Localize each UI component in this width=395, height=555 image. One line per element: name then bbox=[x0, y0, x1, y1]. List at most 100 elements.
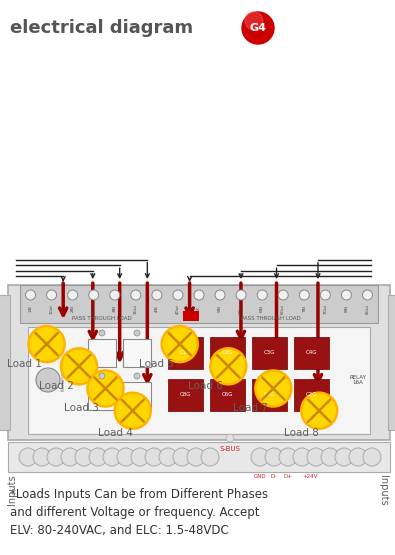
Circle shape bbox=[33, 448, 51, 466]
Circle shape bbox=[299, 290, 309, 300]
Circle shape bbox=[103, 448, 121, 466]
Circle shape bbox=[349, 448, 367, 466]
Circle shape bbox=[278, 290, 288, 300]
Circle shape bbox=[134, 373, 140, 379]
Text: C4G: C4G bbox=[263, 392, 275, 397]
Bar bbox=[123, 382, 151, 410]
Text: 1Out: 1Out bbox=[50, 304, 54, 314]
Circle shape bbox=[226, 434, 234, 442]
Text: Load 5: Load 5 bbox=[139, 359, 174, 369]
Text: C2G: C2G bbox=[221, 351, 233, 356]
Circle shape bbox=[47, 448, 65, 466]
Circle shape bbox=[187, 448, 205, 466]
Circle shape bbox=[307, 448, 325, 466]
Bar bbox=[252, 379, 287, 411]
Circle shape bbox=[341, 290, 352, 300]
Text: C4G: C4G bbox=[305, 351, 317, 356]
Circle shape bbox=[210, 349, 246, 384]
Text: 3IN: 3IN bbox=[113, 306, 117, 312]
Text: 6Out: 6Out bbox=[281, 304, 285, 314]
Text: C6G: C6G bbox=[221, 392, 233, 397]
Circle shape bbox=[89, 290, 99, 300]
Text: Inputs: Inputs bbox=[7, 475, 17, 505]
Text: D+: D+ bbox=[284, 474, 293, 479]
Circle shape bbox=[301, 393, 337, 428]
Circle shape bbox=[75, 448, 93, 466]
Circle shape bbox=[321, 448, 339, 466]
Text: 8IN: 8IN bbox=[344, 306, 348, 312]
Text: 7IN: 7IN bbox=[302, 306, 306, 312]
Circle shape bbox=[245, 12, 263, 30]
Text: 8Out: 8Out bbox=[365, 304, 369, 314]
Circle shape bbox=[115, 393, 151, 428]
Circle shape bbox=[265, 448, 283, 466]
Text: C8G: C8G bbox=[179, 392, 191, 397]
Text: 2IN: 2IN bbox=[71, 306, 75, 312]
Circle shape bbox=[363, 290, 372, 300]
Circle shape bbox=[145, 448, 163, 466]
Circle shape bbox=[242, 12, 274, 44]
Text: Load 6: Load 6 bbox=[188, 381, 223, 391]
Text: Load 8: Load 8 bbox=[284, 428, 318, 438]
Text: X: X bbox=[197, 307, 201, 310]
Circle shape bbox=[99, 330, 105, 336]
Circle shape bbox=[61, 448, 79, 466]
Text: Load 3: Load 3 bbox=[64, 403, 99, 413]
Bar bbox=[168, 379, 203, 411]
Bar bbox=[88, 339, 116, 367]
Circle shape bbox=[36, 368, 60, 392]
Text: C2G: C2G bbox=[305, 392, 317, 397]
Text: 6IN: 6IN bbox=[260, 306, 264, 312]
Circle shape bbox=[26, 290, 36, 300]
Circle shape bbox=[28, 326, 65, 362]
Circle shape bbox=[251, 448, 269, 466]
Text: Load 2: Load 2 bbox=[39, 381, 73, 391]
Text: 1IN: 1IN bbox=[28, 306, 32, 312]
Circle shape bbox=[131, 448, 149, 466]
Text: 3Out: 3Out bbox=[134, 304, 138, 314]
Circle shape bbox=[335, 448, 353, 466]
Bar bbox=[183, 311, 199, 321]
Text: 4IN: 4IN bbox=[155, 306, 159, 312]
Circle shape bbox=[173, 448, 191, 466]
Text: Load 7: Load 7 bbox=[233, 403, 268, 413]
Circle shape bbox=[215, 290, 225, 300]
Circle shape bbox=[201, 448, 219, 466]
Text: electrical diagram: electrical diagram bbox=[10, 19, 193, 37]
Circle shape bbox=[99, 373, 105, 379]
Circle shape bbox=[131, 290, 141, 300]
Circle shape bbox=[152, 290, 162, 300]
Circle shape bbox=[255, 371, 292, 406]
Bar bbox=[294, 379, 329, 411]
Circle shape bbox=[47, 290, 56, 300]
Text: C3G: C3G bbox=[263, 351, 275, 356]
Circle shape bbox=[117, 448, 135, 466]
Text: C1G: C1G bbox=[179, 351, 191, 356]
Text: Inputs: Inputs bbox=[378, 475, 388, 505]
FancyBboxPatch shape bbox=[0, 295, 10, 430]
FancyBboxPatch shape bbox=[28, 327, 370, 434]
Text: firmware: firmware bbox=[60, 369, 66, 391]
Circle shape bbox=[89, 448, 107, 466]
Circle shape bbox=[363, 448, 381, 466]
Circle shape bbox=[293, 448, 311, 466]
Bar bbox=[88, 382, 116, 410]
Circle shape bbox=[257, 290, 267, 300]
Text: Load 4: Load 4 bbox=[98, 428, 133, 438]
Circle shape bbox=[87, 371, 124, 406]
Text: *Loads Inputs Can be from Different Phases
and different Voltage or frequency. A: *Loads Inputs Can be from Different Phas… bbox=[10, 488, 268, 537]
Text: 4Out: 4Out bbox=[176, 304, 180, 314]
Text: Load 1: Load 1 bbox=[7, 359, 42, 369]
Text: RELAY
16A: RELAY 16A bbox=[350, 375, 367, 385]
Text: 2Out: 2Out bbox=[92, 304, 96, 314]
Circle shape bbox=[194, 290, 204, 300]
Circle shape bbox=[159, 448, 177, 466]
Circle shape bbox=[61, 349, 97, 384]
Circle shape bbox=[68, 290, 78, 300]
Bar bbox=[252, 337, 287, 369]
FancyBboxPatch shape bbox=[8, 442, 390, 472]
Bar bbox=[294, 337, 329, 369]
Text: PASS THROUGH LOAD: PASS THROUGH LOAD bbox=[241, 315, 301, 320]
Circle shape bbox=[173, 290, 183, 300]
Bar bbox=[123, 339, 151, 367]
